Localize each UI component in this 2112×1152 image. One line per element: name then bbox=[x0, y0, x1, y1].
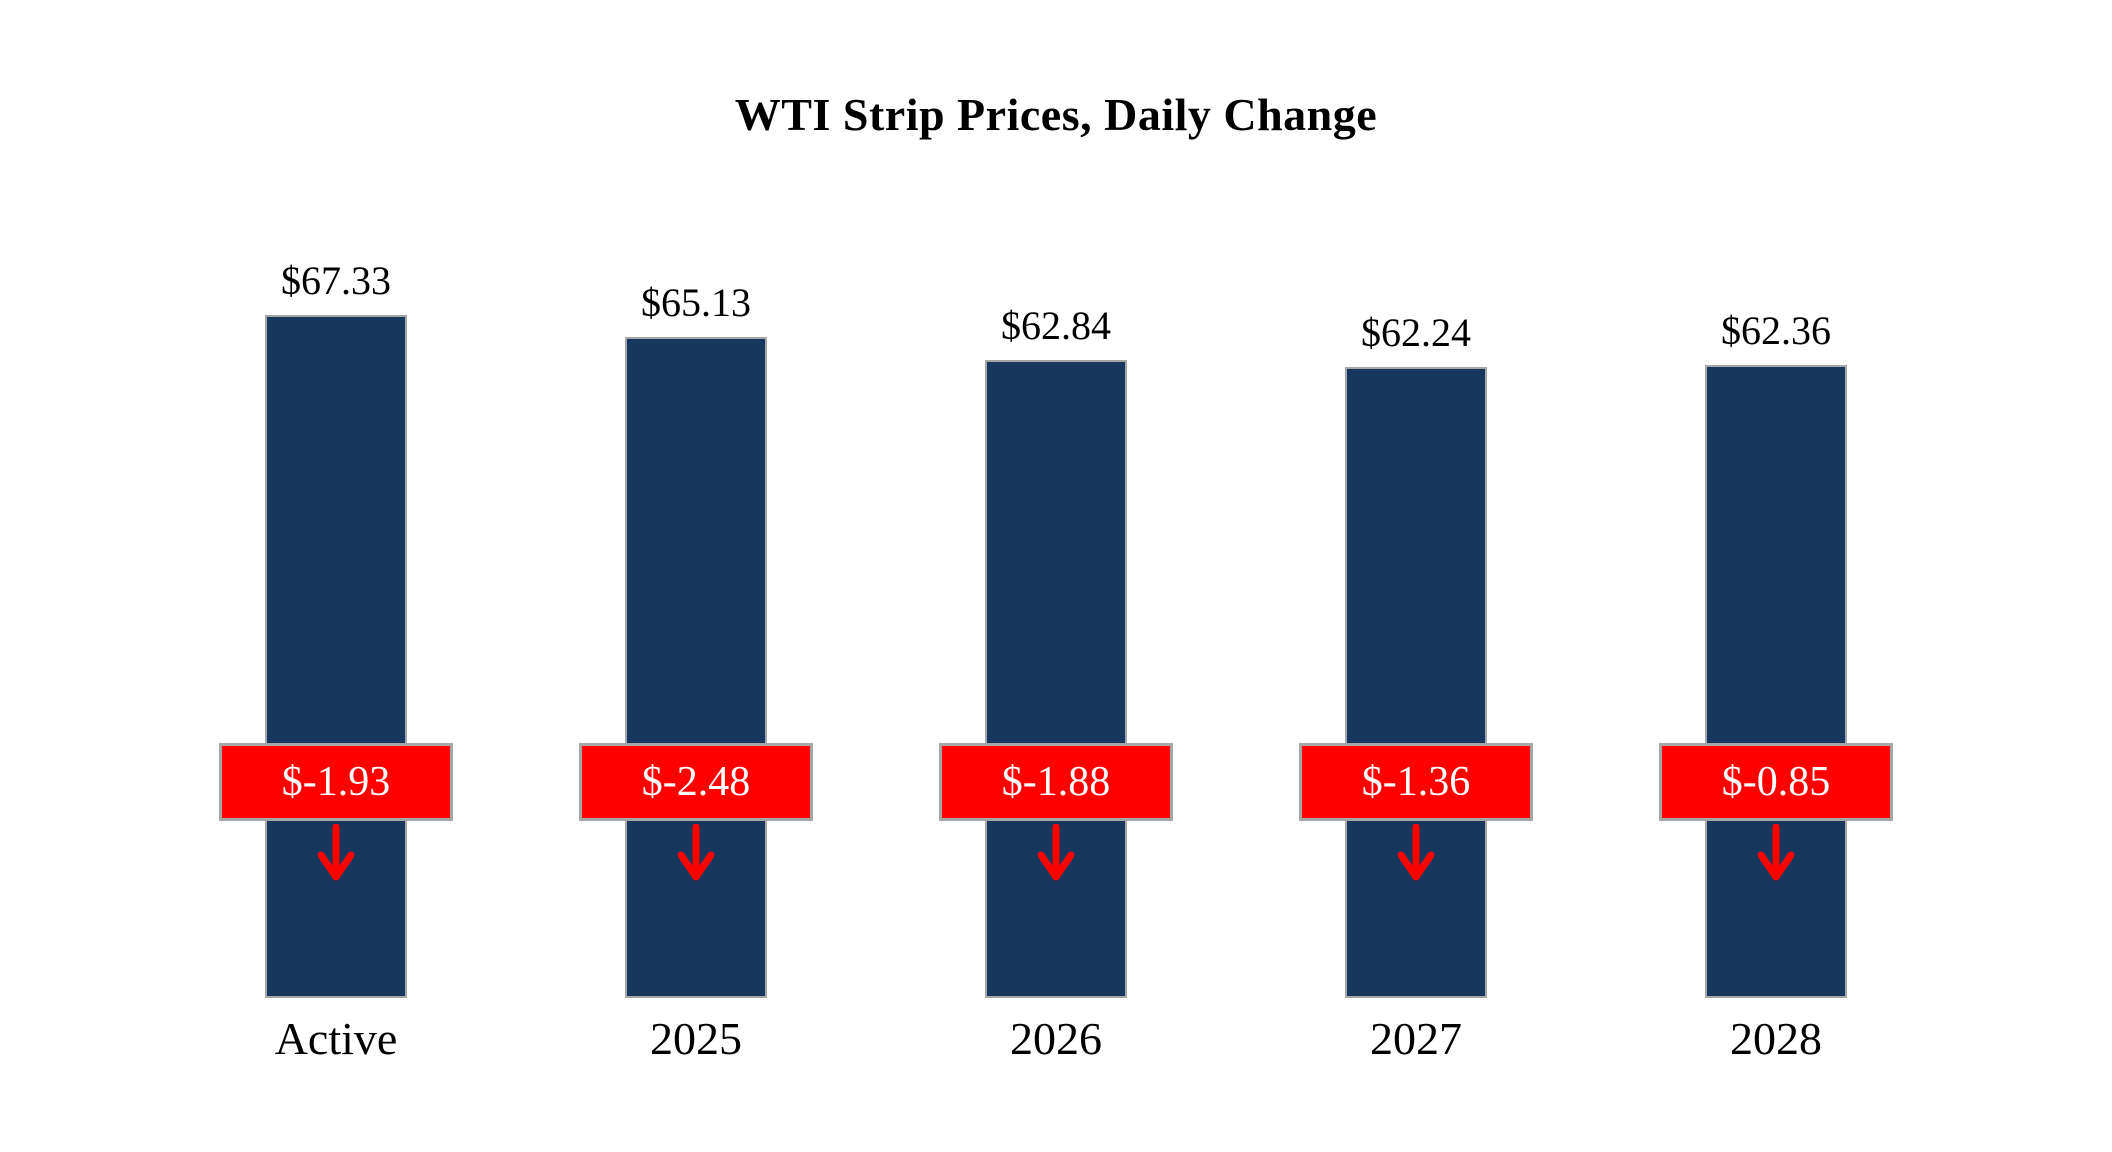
category-label: 2025 bbox=[650, 1013, 742, 1064]
chart-title: WTI Strip Prices, Daily Change bbox=[734, 89, 1378, 140]
change-badge: $-1.36 bbox=[1299, 743, 1533, 821]
chart-column: $62.24 $-1.36 2027 bbox=[1236, 253, 1596, 1064]
bar-value-label: $62.24 bbox=[1361, 310, 1471, 355]
bar bbox=[625, 337, 767, 998]
chart-column: $67.33 $-1.93 Active bbox=[156, 253, 516, 1064]
change-badge: $-2.48 bbox=[579, 743, 813, 821]
bar-value-label: $62.84 bbox=[1001, 303, 1111, 348]
chart-column: $62.84 $-1.88 2026 bbox=[876, 253, 1236, 1064]
down-arrow-icon bbox=[677, 824, 715, 881]
bar-value-label: $65.13 bbox=[641, 280, 751, 325]
chart-column: $65.13 $-2.48 2025 bbox=[516, 253, 876, 1064]
change-badge: $-1.93 bbox=[219, 743, 453, 821]
bar-value-label: $62.36 bbox=[1721, 308, 1831, 353]
bar bbox=[985, 360, 1127, 998]
category-label: 2027 bbox=[1370, 1013, 1462, 1064]
category-label: 2026 bbox=[1010, 1013, 1102, 1064]
bar bbox=[1345, 367, 1487, 998]
change-badge-label: $-1.88 bbox=[1001, 759, 1111, 805]
chart-plot-area: $67.33 $-1.93 Active $65.13 $-2.48 2025 … bbox=[156, 253, 1956, 1064]
category-label: Active bbox=[274, 1013, 398, 1064]
down-arrow-icon bbox=[317, 824, 355, 881]
bar-value-label: $67.33 bbox=[281, 258, 391, 303]
chart-column: $62.36 $-0.85 2028 bbox=[1596, 253, 1956, 1064]
bar bbox=[1705, 365, 1847, 998]
change-badge-label: $-1.36 bbox=[1361, 759, 1471, 805]
down-arrow-icon bbox=[1397, 824, 1435, 881]
change-badge-label: $-2.48 bbox=[641, 759, 751, 805]
down-arrow-icon bbox=[1757, 824, 1795, 881]
down-arrow-icon bbox=[1037, 824, 1075, 881]
category-label: 2028 bbox=[1730, 1013, 1822, 1064]
bar bbox=[265, 315, 407, 998]
change-badge-label: $-1.93 bbox=[281, 759, 391, 805]
change-badge-label: $-0.85 bbox=[1721, 759, 1831, 805]
change-badge: $-0.85 bbox=[1659, 743, 1893, 821]
change-badge: $-1.88 bbox=[939, 743, 1173, 821]
